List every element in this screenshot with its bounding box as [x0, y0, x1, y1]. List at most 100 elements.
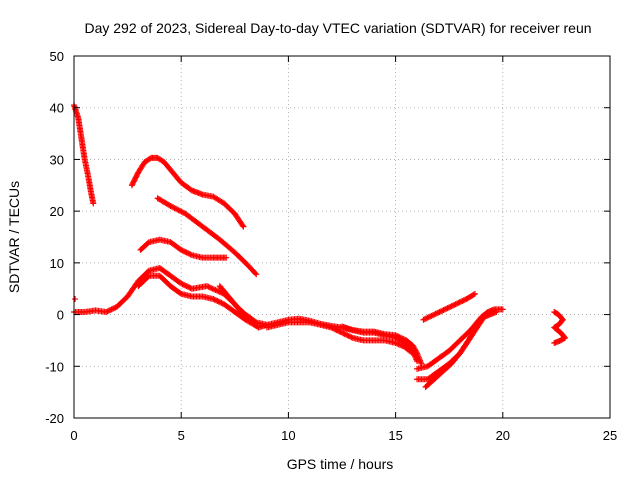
data-point — [396, 334, 403, 341]
series-arc-3 — [154, 195, 260, 278]
x-tick-label: 10 — [281, 428, 295, 443]
data-point — [436, 308, 443, 315]
data-point — [252, 270, 259, 277]
y-tick-label: 40 — [50, 101, 64, 116]
data-point — [103, 308, 110, 315]
data-point — [179, 247, 186, 254]
y-tick-label: 0 — [57, 308, 64, 323]
data-point — [105, 307, 112, 314]
data-point — [451, 301, 458, 308]
data-point — [337, 329, 344, 336]
data-point — [456, 299, 463, 306]
series-arc-8 — [263, 319, 416, 357]
data-point — [223, 254, 230, 261]
data-point — [457, 298, 464, 305]
data-point — [213, 297, 220, 304]
chart-title: Day 292 of 2023, Sidereal Day-to-day VTE… — [84, 20, 591, 36]
data-point — [435, 309, 442, 316]
data-point — [218, 299, 225, 306]
data-point — [329, 325, 336, 332]
x-tick-label: 20 — [496, 428, 510, 443]
series-arc-1 — [71, 102, 97, 207]
data-point — [551, 340, 558, 347]
data-point — [348, 334, 355, 341]
data-point — [395, 333, 402, 340]
data-point — [459, 297, 466, 304]
data-point — [455, 299, 462, 306]
series-arc-4 — [137, 236, 230, 261]
series-arc-6 — [135, 272, 260, 329]
data-point — [144, 273, 151, 280]
data-point — [421, 316, 428, 323]
data-point — [445, 304, 452, 311]
data-point — [179, 281, 186, 288]
data-point — [252, 318, 259, 325]
series-arc-5 — [71, 265, 270, 331]
data-point — [111, 305, 118, 312]
data-point — [423, 315, 430, 322]
data-point — [343, 331, 350, 338]
data-point — [425, 314, 432, 321]
y-tick-label: -20 — [45, 411, 64, 426]
data-point — [183, 249, 190, 256]
data-point — [109, 305, 116, 312]
y-tick-label: 50 — [50, 49, 64, 64]
data-point — [429, 312, 436, 319]
series-arc-13 — [420, 290, 478, 323]
data-point — [393, 332, 400, 339]
data-point — [330, 325, 337, 332]
data-point — [439, 307, 446, 314]
data-point — [437, 308, 444, 315]
data-point — [447, 303, 454, 310]
data-point — [186, 250, 193, 257]
data-point — [186, 284, 193, 291]
data-point — [72, 296, 79, 303]
data-point — [184, 283, 191, 290]
data-point — [460, 297, 467, 304]
data-point — [336, 328, 343, 335]
y-tick-label: 20 — [50, 204, 64, 219]
data-point — [180, 248, 187, 255]
data-point — [443, 305, 450, 312]
data-point — [178, 280, 185, 287]
data-point — [453, 300, 460, 307]
data-point — [215, 298, 222, 305]
data-point — [333, 327, 340, 334]
data-point — [400, 336, 407, 343]
data-point — [187, 251, 194, 258]
data-point — [452, 301, 459, 308]
y-tick-label: -10 — [45, 359, 64, 374]
series-arc-14 — [551, 308, 568, 347]
axis-ticks: 0 5 10 15 20 25 -20 -10 0 10 20 30 40 50 — [45, 49, 617, 443]
data-point — [210, 296, 217, 303]
data-point — [399, 335, 406, 342]
data-point — [328, 324, 335, 331]
data-point — [182, 248, 189, 255]
y-axis-label: SDTVAR / TECUs — [6, 181, 22, 293]
data-point — [180, 281, 187, 288]
y-tick-label: 10 — [50, 256, 64, 271]
data-point — [449, 302, 456, 309]
data-point — [177, 290, 184, 297]
data-point — [184, 250, 191, 257]
data-point — [433, 310, 440, 317]
data-point — [182, 282, 189, 289]
data-point — [481, 312, 488, 319]
data-series — [71, 102, 568, 390]
data-point — [239, 222, 246, 229]
series-arc-9 — [339, 323, 425, 367]
series-arc-12 — [422, 311, 489, 390]
data-point — [432, 310, 439, 317]
data-point — [341, 330, 348, 337]
series-arc-2 — [128, 154, 247, 230]
data-point — [493, 308, 500, 315]
data-point — [448, 303, 455, 310]
data-point — [339, 329, 345, 336]
data-point — [107, 307, 114, 314]
x-tick-label: 15 — [388, 428, 402, 443]
data-point — [392, 332, 399, 339]
data-point — [345, 332, 352, 339]
data-point — [440, 307, 447, 314]
data-point — [214, 297, 221, 304]
